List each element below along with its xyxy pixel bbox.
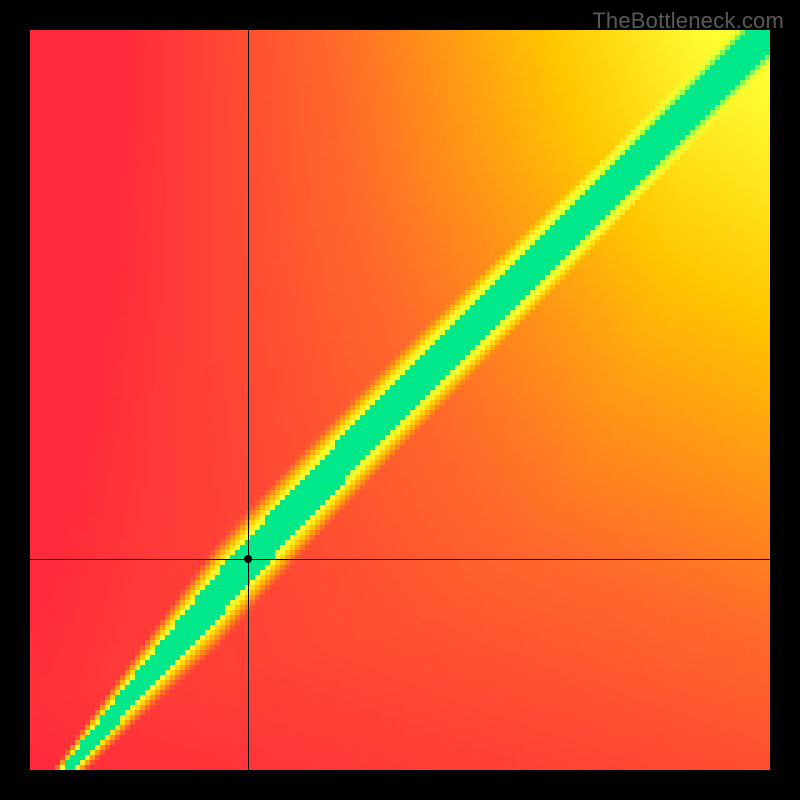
crosshair-marker	[244, 555, 252, 563]
watermark-text: TheBottleneck.com	[592, 8, 784, 34]
crosshair-vertical	[248, 30, 249, 770]
heatmap-canvas	[30, 30, 770, 770]
chart-container: TheBottleneck.com	[0, 0, 800, 800]
crosshair-horizontal	[30, 559, 770, 560]
